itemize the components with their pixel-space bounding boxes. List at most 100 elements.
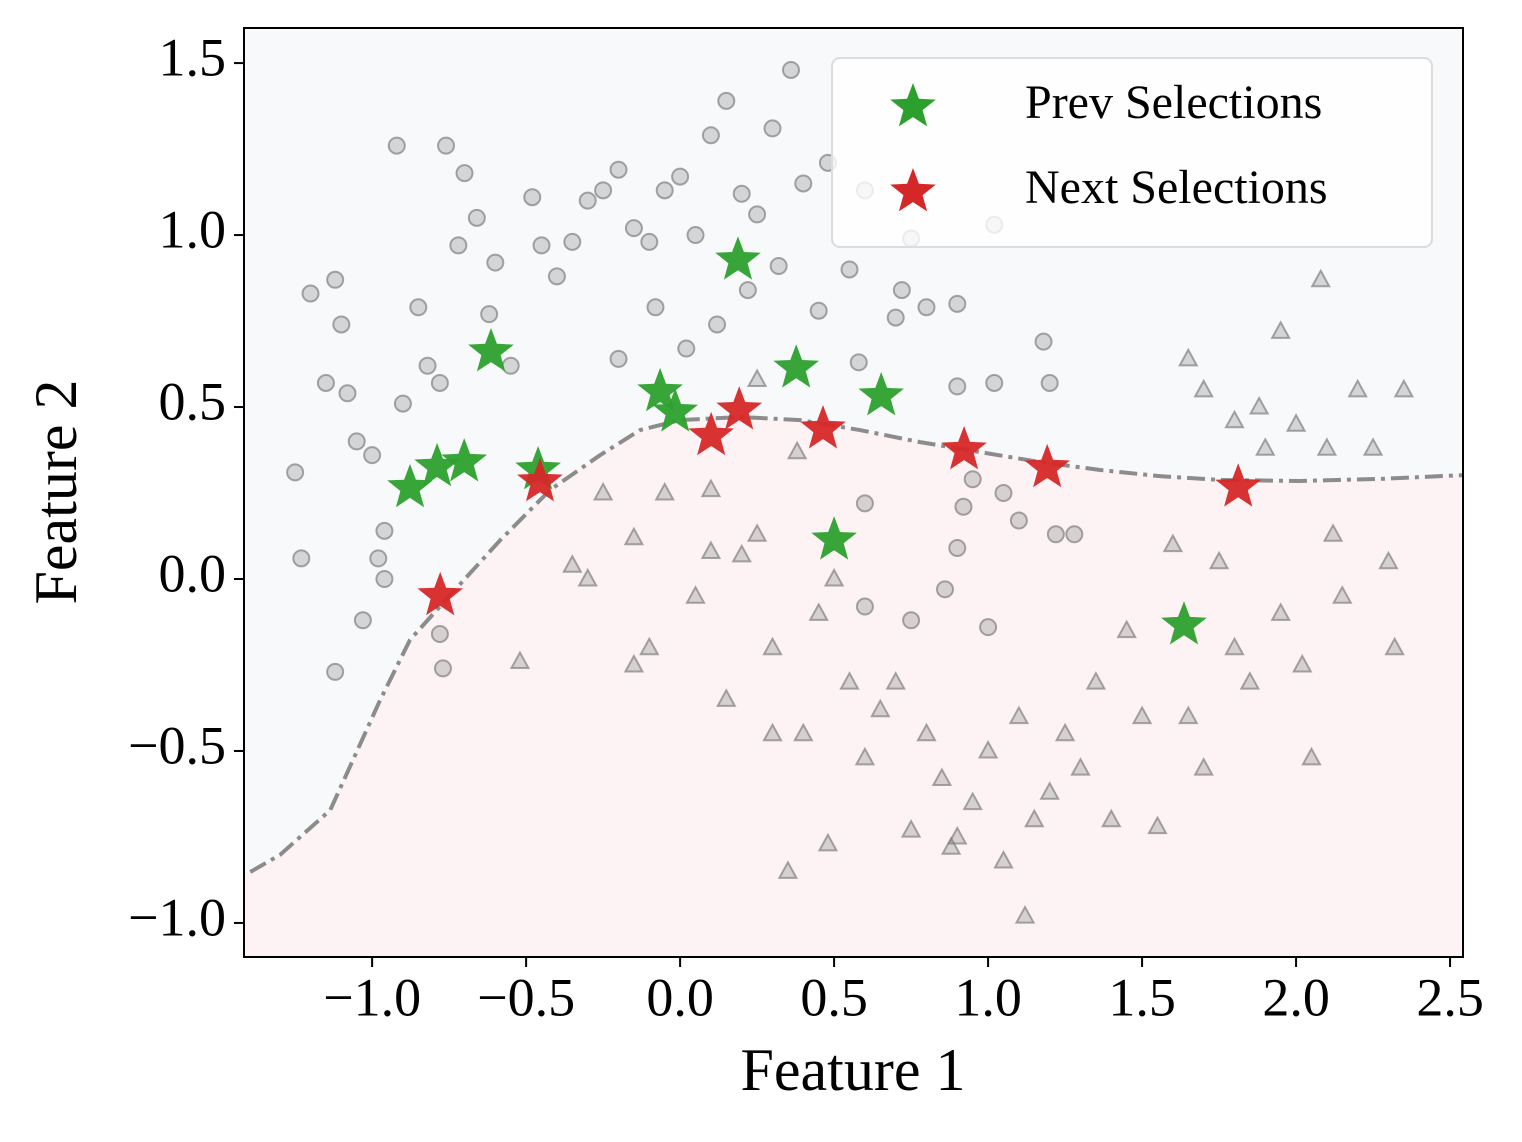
data-point — [731, 543, 752, 563]
data-point — [1178, 705, 1199, 725]
data-point — [786, 440, 808, 460]
data-point — [1224, 409, 1245, 429]
lower-region — [244, 417, 1463, 958]
y-tick-label: 0.5 — [159, 371, 227, 431]
selection-star — [1215, 463, 1261, 507]
data-point — [1322, 523, 1344, 542]
selection-star — [637, 367, 683, 412]
data-point — [716, 688, 737, 707]
data-point — [855, 597, 874, 616]
data-point — [1248, 395, 1270, 415]
data-point — [624, 219, 643, 238]
data-point — [809, 301, 828, 320]
selection-star — [941, 426, 987, 470]
data-point — [501, 356, 520, 375]
data-point — [375, 570, 394, 589]
data-point — [449, 236, 468, 255]
data-point — [1039, 781, 1060, 800]
data-point — [1040, 373, 1059, 392]
data-point — [892, 281, 911, 300]
data-point — [948, 377, 967, 396]
data-point — [902, 611, 921, 630]
data-point — [917, 298, 936, 317]
data-point — [1085, 671, 1107, 690]
data-point — [1178, 347, 1199, 367]
data-point — [578, 191, 597, 210]
data-point — [1014, 904, 1036, 924]
data-point — [387, 136, 406, 155]
data-point — [369, 549, 388, 568]
data-point — [1292, 653, 1313, 673]
data-point — [686, 226, 705, 245]
data-point — [467, 208, 486, 227]
data-point — [931, 767, 953, 786]
data-point — [326, 662, 345, 681]
data-point — [1054, 722, 1076, 742]
data-point — [1224, 636, 1245, 656]
x-tick-label: −0.5 — [477, 967, 575, 1027]
data-point — [769, 257, 788, 276]
data-point — [839, 671, 860, 690]
data-point — [885, 671, 906, 690]
data-point — [1301, 746, 1322, 766]
data-point — [1101, 808, 1122, 828]
data-point — [523, 188, 542, 207]
x-tick-label: −1.0 — [323, 967, 421, 1027]
data-point — [762, 722, 783, 742]
data-point — [562, 554, 583, 573]
data-point — [1393, 378, 1415, 398]
data-point — [948, 539, 967, 558]
data-point — [623, 653, 645, 673]
data-point — [840, 260, 859, 279]
data-point — [480, 305, 499, 324]
data-point — [640, 232, 659, 251]
data-point — [455, 164, 474, 183]
data-point — [1131, 705, 1153, 725]
data-point — [701, 126, 720, 145]
data-point — [1034, 332, 1053, 351]
data-point — [1285, 413, 1307, 432]
data-point — [732, 184, 751, 203]
data-point — [1362, 437, 1384, 456]
data-point — [338, 384, 357, 403]
data-point — [823, 567, 845, 587]
x-axis-label: Feature 1 — [741, 1037, 966, 1103]
data-point — [746, 523, 768, 542]
data-point — [509, 650, 531, 670]
data-point — [994, 484, 1013, 503]
data-point — [1239, 671, 1261, 690]
data-point — [1162, 533, 1184, 553]
data-point — [1193, 378, 1214, 398]
data-point — [437, 136, 456, 155]
selection-star — [773, 344, 819, 388]
data-point — [1193, 757, 1214, 776]
data-point — [1046, 525, 1065, 544]
y-tick-label: 1.5 — [159, 27, 227, 87]
data-point — [855, 494, 874, 513]
x-tick-label: 1.0 — [954, 967, 1022, 1027]
x-tick-label: 1.5 — [1108, 967, 1176, 1027]
data-point — [577, 567, 598, 587]
data-point — [418, 356, 437, 375]
selection-star — [652, 388, 698, 432]
data-point — [486, 253, 505, 272]
selection-star — [517, 458, 563, 502]
data-point — [1316, 437, 1338, 456]
x-tick-label: 2.5 — [1416, 967, 1484, 1027]
data-point — [935, 580, 954, 599]
data-point — [332, 315, 351, 334]
selection-star — [800, 405, 846, 449]
data-point — [563, 232, 582, 251]
data-point — [738, 281, 757, 300]
legend-marker — [890, 83, 936, 127]
data-point — [940, 836, 962, 855]
data-point — [1347, 378, 1368, 398]
selection-star — [417, 571, 463, 616]
data-point — [900, 819, 922, 838]
data-point — [430, 373, 449, 392]
data-point — [700, 540, 722, 559]
legend-label: Prev Selections — [1025, 76, 1322, 129]
data-point — [671, 167, 690, 186]
plot-frame — [243, 27, 1464, 958]
